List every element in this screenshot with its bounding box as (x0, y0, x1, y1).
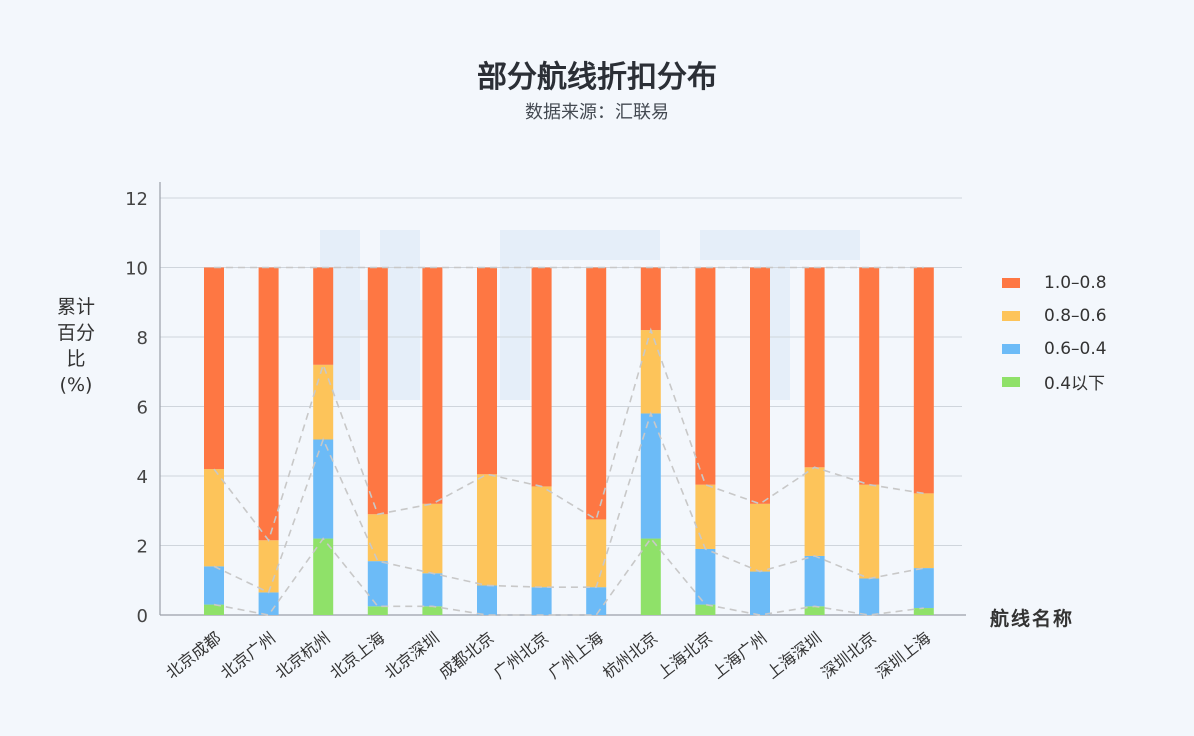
x-tick-label: 上海北京 (654, 628, 716, 682)
bar-segment (695, 267, 716, 485)
legend-label: 0.8–0.6 (1044, 305, 1107, 326)
bar-segment (586, 519, 607, 588)
bar-segment (204, 469, 224, 567)
bar-segment (913, 267, 934, 494)
legend-item[interactable]: 0.8–0.6 (1002, 299, 1107, 332)
bar-segment (258, 592, 279, 615)
y-tick-label: 2 (137, 537, 148, 558)
bar-segment (258, 540, 279, 593)
bar-segment (367, 606, 388, 615)
legend-swatch (1002, 376, 1020, 387)
x-axis-label: 航线名称 (990, 608, 1075, 630)
bar-segment (804, 555, 825, 607)
bar-segment (750, 571, 770, 615)
legend-label: 1.0–0.8 (1044, 272, 1107, 293)
bar-segment (204, 566, 224, 605)
bar-segment (695, 604, 716, 615)
chart-subtitle: 数据来源：汇联易 (525, 102, 669, 123)
x-tick-label: 北京杭州 (272, 628, 334, 682)
x-tick-label: 上海深圳 (763, 628, 825, 682)
bar-segment (313, 364, 334, 440)
x-tick-label: 北京深圳 (381, 628, 443, 682)
series-connector-line (213, 537, 924, 616)
x-tick-label: 深圳北京 (818, 628, 880, 682)
bar-segment (204, 267, 224, 470)
chart-title: 部分航线折扣分布 (477, 60, 717, 95)
bar-segment (313, 439, 334, 539)
x-tick-label: 北京上海 (326, 628, 388, 682)
bar-segment (859, 267, 880, 485)
bar-segment (640, 267, 661, 331)
bar-segment (750, 503, 770, 572)
legend-item[interactable]: 1.0–0.8 (1002, 266, 1107, 299)
bar-segment (313, 267, 334, 365)
legend-item[interactable]: 0.6–0.4 (1002, 332, 1107, 365)
bar-segment (531, 267, 552, 487)
bar-segment (750, 267, 770, 504)
y-tick-label: 8 (137, 328, 148, 349)
bar-segment (586, 267, 607, 520)
legend-swatch (1002, 310, 1020, 321)
x-tick-label: 深圳上海 (872, 628, 934, 682)
x-tick-label: 上海广州 (708, 628, 770, 682)
bar-segment (367, 267, 388, 515)
x-tick-label: 杭州北京 (599, 628, 661, 682)
bar-segment (640, 330, 661, 414)
bar-segment (204, 604, 224, 615)
y-axis-label: 累计百分比(%) (56, 296, 95, 396)
bar-segment (640, 538, 661, 615)
bar-segment (422, 606, 443, 615)
bar-segment (586, 587, 607, 615)
bar-segment (531, 587, 552, 615)
x-tick-label: 北京广州 (217, 628, 279, 682)
bar-segment (477, 267, 497, 475)
bar-segment (422, 503, 443, 574)
bar-segment (258, 267, 279, 541)
bar-segment (695, 484, 716, 549)
bar-segment (477, 474, 497, 586)
bar-segment (367, 561, 388, 607)
series-connector-line (213, 327, 924, 543)
y-tick-label: 6 (137, 398, 148, 419)
legend-swatch (1002, 277, 1020, 288)
legend-swatch (1002, 343, 1020, 354)
y-tick-label: 0 (137, 606, 148, 627)
y-tick-label: 10 (125, 259, 148, 280)
bar-segment (859, 578, 880, 615)
bar-segment (804, 267, 825, 468)
bar-segment (859, 484, 880, 579)
legend-label: 0.4以下 (1044, 374, 1106, 394)
bar-segment (695, 548, 716, 605)
bar-segment (313, 538, 334, 615)
legend-label: 0.6–0.4 (1044, 338, 1107, 359)
bar-segment (640, 413, 661, 539)
y-tick-label: 12 (125, 189, 148, 210)
x-tick-label: 广州北京 (490, 628, 552, 682)
x-tick-label: 北京成都 (162, 628, 224, 682)
bar-segment (367, 514, 388, 562)
legend-item[interactable]: 0.4以下 (1002, 365, 1107, 398)
x-tick-label: 成都北京 (435, 628, 497, 682)
bar-segment (422, 267, 443, 504)
bar-segment (913, 493, 934, 569)
bar-segment (804, 467, 825, 556)
x-tick-label: 广州上海 (545, 628, 607, 682)
y-tick-label: 4 (137, 467, 148, 488)
bar-segment (804, 606, 825, 615)
legend: 1.0–0.8 0.8–0.6 0.6–0.4 0.4以下 (1002, 266, 1107, 398)
bar-segment (913, 568, 934, 609)
bar-segment (913, 608, 934, 615)
series-connector-line (213, 411, 924, 594)
bar-segment (531, 486, 552, 588)
bar-segment (477, 585, 497, 615)
bar-segment (422, 573, 443, 607)
